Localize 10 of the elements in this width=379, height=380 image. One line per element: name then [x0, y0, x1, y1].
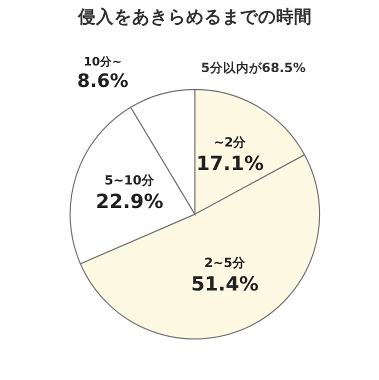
slice-label: 2~5分 [204, 255, 246, 270]
data-label: 8.6% [77, 70, 128, 92]
data-label: 51.4% [191, 272, 259, 296]
slice-label: 5~10分 [104, 172, 156, 188]
text: 5分以内が68.5% [200, 60, 306, 75]
data-label: 17.1% [196, 152, 264, 175]
chart-title: 侵入をあきらめるまでの時間 [76, 6, 312, 28]
slice-label: ~2分 [214, 134, 248, 150]
slice-label: 10分~ [84, 54, 122, 69]
data-label: 22.9% [96, 190, 164, 213]
